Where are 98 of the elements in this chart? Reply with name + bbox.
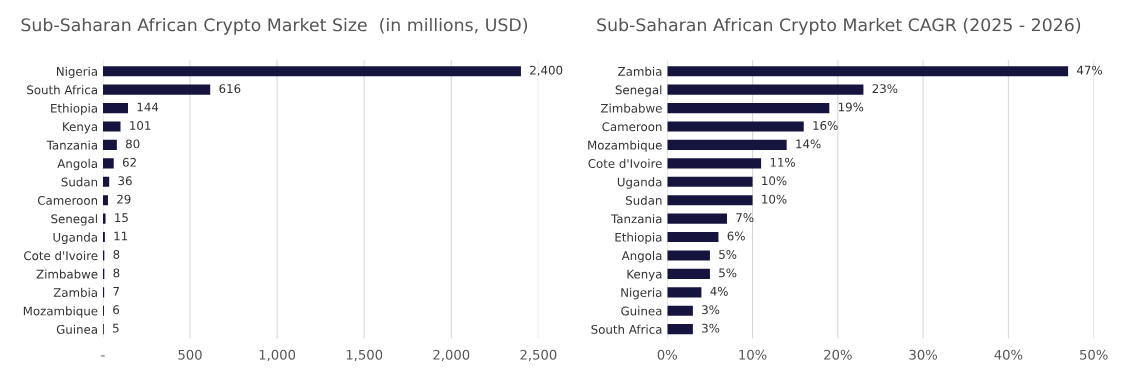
y-tick-label: Ethiopia	[615, 232, 662, 244]
data-label: 10%	[762, 176, 787, 186]
chart-title: Sub-Saharan African Crypto Market Size (in millions, USD)	[21, 17, 528, 35]
y-tick-label: Uganda	[617, 177, 662, 189]
y-tick-label: Mozambique	[588, 140, 662, 152]
y-tick-label: Guinea	[621, 306, 662, 316]
data-label: 3%	[702, 305, 720, 315]
y-tick-label: Tanzania	[46, 140, 97, 150]
bar	[102, 158, 114, 169]
data-label: 616	[219, 84, 241, 94]
x-tick-label: 40%	[994, 349, 1023, 360]
data-label: 7%	[736, 213, 754, 223]
bar	[102, 139, 117, 150]
data-label: 5%	[719, 249, 737, 259]
x-tick-label: 20%	[824, 349, 852, 360]
data-label: 2,400	[530, 65, 563, 76]
y-tick-label: Sudan	[626, 195, 662, 205]
data-label: 3%	[702, 323, 720, 333]
y-tick-label: Cote d'Ivoire	[588, 158, 662, 168]
data-label: 14%	[796, 139, 821, 149]
bar	[102, 84, 211, 95]
bar	[667, 268, 710, 279]
y-tick-label: Mozambique	[23, 306, 98, 318]
data-label: 19%	[838, 102, 864, 112]
data-label: 36	[118, 176, 132, 186]
y-tick-label: Kenya	[627, 269, 662, 281]
bar	[102, 66, 521, 77]
bar	[667, 176, 753, 187]
bar	[102, 195, 108, 206]
chart-title: Sub-Saharan African Crypto Market CAGR (2025 - 2026)	[597, 17, 1081, 35]
data-label: 47%	[1077, 65, 1103, 75]
data-label: 6%	[727, 231, 745, 241]
y-tick-label: South Africa	[27, 85, 97, 95]
y-tick-label: Kenya	[63, 122, 97, 134]
x-tick-label: 1,000	[259, 349, 296, 362]
data-label: 5%	[719, 268, 737, 278]
bar	[667, 213, 727, 224]
bar	[102, 213, 106, 224]
x-tick-label: 10%	[739, 349, 767, 360]
x-tick-label: 30%	[909, 349, 938, 360]
y-tick-label: Zambia	[53, 287, 97, 297]
bar	[667, 103, 830, 114]
y-tick-label: Guinea	[56, 324, 97, 334]
data-label: 8	[113, 249, 120, 259]
data-label: 5	[113, 323, 119, 333]
bar	[667, 324, 693, 335]
bar	[667, 250, 710, 261]
y-tick-label: Cameroon	[37, 195, 98, 205]
y-tick-label: South Africa	[591, 324, 662, 334]
x-tick-label: 0%	[657, 349, 678, 360]
y-tick-label: Cote d'Ivoire	[24, 251, 98, 261]
bar	[667, 84, 864, 95]
data-label: 29	[117, 194, 131, 204]
bar	[102, 176, 110, 187]
bar	[667, 158, 762, 169]
x-tick-label: 2,000	[433, 349, 470, 362]
data-label: 101	[130, 120, 151, 130]
bar	[667, 231, 719, 243]
y-tick-label: Nigeria	[56, 66, 97, 79]
data-label: 16%	[813, 120, 838, 130]
data-label: 6	[113, 305, 120, 315]
data-label: 11	[114, 231, 128, 241]
bar	[102, 121, 121, 132]
x-tick-label: 50%	[1080, 349, 1108, 360]
data-label: 11%	[770, 157, 796, 167]
y-tick-label: Tanzania	[610, 214, 662, 224]
y-tick-label: Zambia	[618, 66, 662, 76]
bar	[102, 103, 128, 114]
data-label: 80	[125, 139, 140, 149]
data-label: 15	[115, 213, 128, 223]
x-tick-label: 2,500	[520, 349, 557, 362]
y-tick-label: Zimbabwe	[36, 269, 98, 279]
y-tick-label: Cameroon	[602, 122, 662, 132]
data-label: 8	[113, 268, 120, 278]
x-tick-label: -	[101, 355, 105, 357]
bar	[667, 195, 753, 206]
data-label: 10%	[762, 194, 787, 204]
y-tick-label: Nigeria	[621, 287, 662, 300]
bar	[667, 66, 1069, 77]
bar	[667, 121, 804, 132]
data-label: 144	[137, 102, 159, 112]
data-label: 62	[122, 157, 136, 167]
data-label: 23%	[872, 84, 898, 94]
bar	[667, 139, 787, 150]
data-label: 4%	[710, 286, 728, 296]
y-tick-label: Angola	[57, 158, 97, 171]
x-tick-label: 500	[178, 349, 202, 360]
y-tick-label: Senegal	[51, 214, 97, 226]
y-tick-label: Uganda	[53, 232, 97, 244]
y-tick-label: Ethiopia	[51, 103, 97, 116]
bar	[667, 305, 693, 316]
bar	[667, 287, 702, 298]
y-tick-label: Senegal	[615, 85, 662, 97]
data-label: 7	[113, 286, 119, 296]
y-tick-label: Sudan	[61, 177, 98, 187]
x-tick-label: 1,500	[346, 349, 383, 362]
y-tick-label: Zimbabwe	[600, 103, 662, 113]
y-tick-label: Angola	[621, 251, 662, 263]
